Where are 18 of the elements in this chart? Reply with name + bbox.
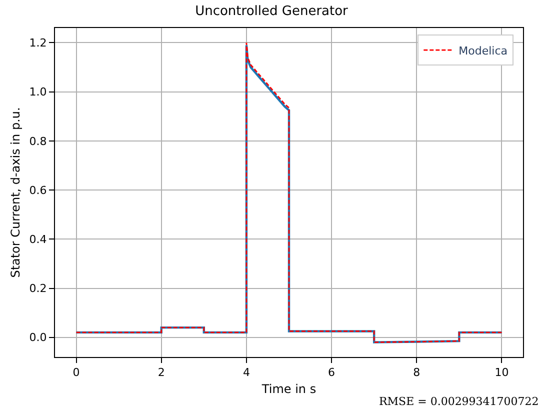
y-tick-label: 0.2 — [29, 282, 47, 296]
y-tick-label: 0.4 — [29, 233, 47, 246]
x-tick-label: 2 — [158, 366, 165, 380]
y-tick-label: 1.0 — [29, 86, 47, 99]
y-tick-label: 1.2 — [29, 36, 47, 50]
x-tick-label: 10 — [494, 366, 509, 380]
x-tick-label: 8 — [413, 366, 420, 380]
y-tick-label: 0.0 — [29, 331, 47, 344]
x-tick-label: 4 — [242, 366, 250, 380]
x-axis-title: Time in s — [260, 382, 316, 396]
text: RMSE = 0.00299341700722 — [379, 395, 539, 407]
legend-label: Modelica — [458, 44, 508, 58]
x-tick-label: 6 — [328, 366, 336, 380]
y-tick-label: 0.8 — [29, 134, 47, 148]
y-axis-title: Stator Current, d-axis in p.u. — [8, 107, 23, 278]
x-tick-label: 0 — [72, 366, 80, 380]
y-tick-label: 0.6 — [29, 184, 47, 197]
chart-title: Uncontrolled Generator — [195, 4, 349, 20]
